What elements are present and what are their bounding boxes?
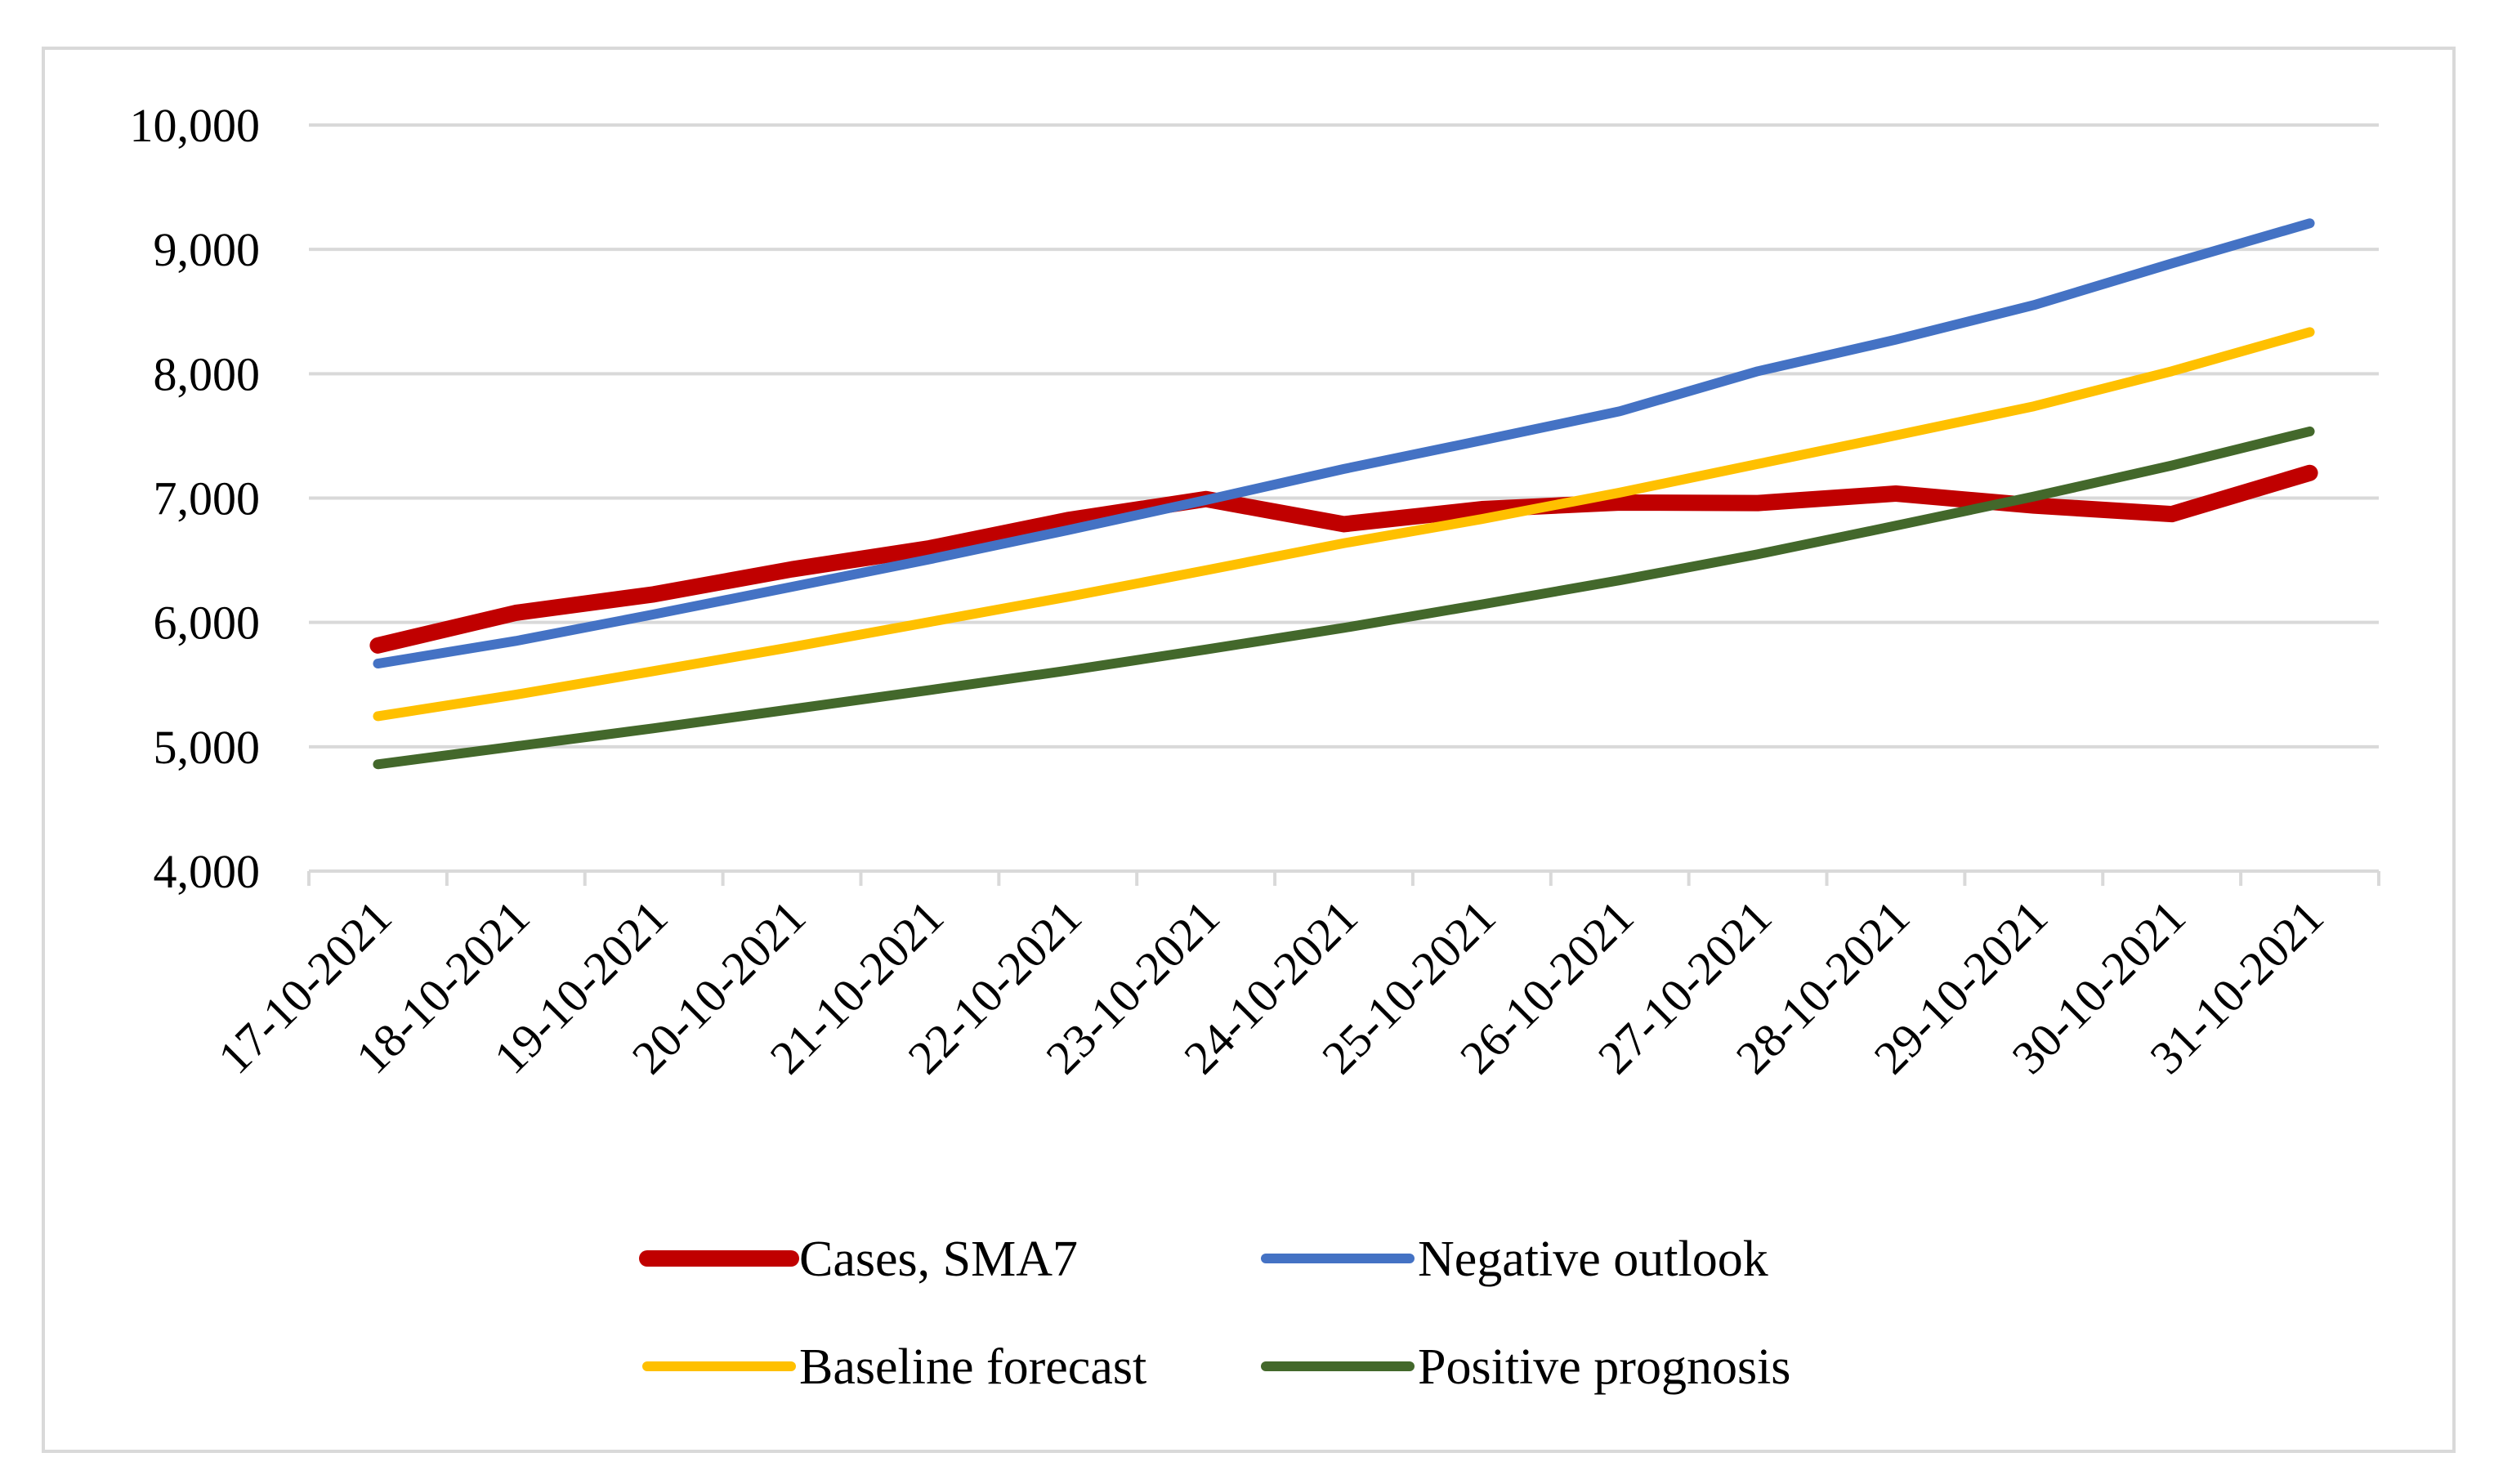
legend-item: Positive prognosis	[1261, 1339, 1790, 1395]
legend: Cases, SMA7 Negative outlook Baseline fore…	[639, 1231, 1790, 1395]
legend-item: Negative outlook	[1261, 1231, 1768, 1287]
y-tick-label: 7,000	[154, 472, 261, 525]
chart-border	[42, 47, 2456, 1453]
y-tick-label: 5,000	[154, 721, 261, 774]
legend-item: Baseline forecast	[642, 1339, 1146, 1395]
legend-label: Positive prognosis	[1418, 1339, 1790, 1395]
y-tick-label: 10,000	[130, 99, 261, 152]
legend-label: Baseline forecast	[799, 1339, 1146, 1395]
legend-label: Cases, SMA7	[799, 1231, 1078, 1287]
y-tick-label: 9,000	[154, 223, 261, 276]
legend-item: Cases, SMA7	[639, 1231, 1078, 1287]
y-tick-label: 4,000	[154, 845, 261, 898]
legend-label: Negative outlook	[1418, 1231, 1768, 1287]
y-tick-label: 6,000	[154, 597, 261, 650]
y-tick-label: 8,000	[154, 347, 261, 400]
